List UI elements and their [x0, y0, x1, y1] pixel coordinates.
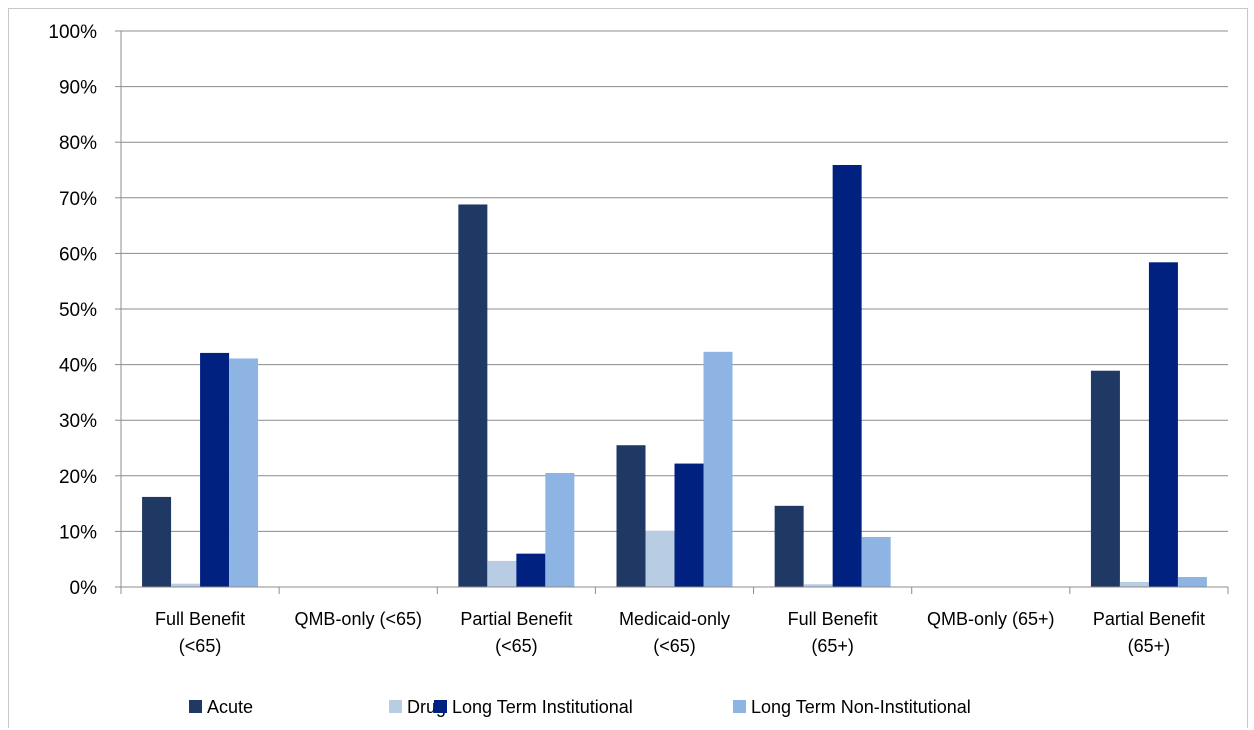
bar-drug	[803, 584, 833, 587]
bar-acute	[142, 496, 172, 587]
x-tick-label: Full Benefit (65+)	[788, 609, 878, 656]
y-axis-tick-labels: 0% 10% 20% 30% 40% 50% 60% 70% 80% 90% 100%	[48, 22, 97, 599]
y-tick-label: 10%	[59, 522, 97, 543]
legend-swatch	[434, 700, 447, 713]
x-tick-label: Full Benefit (<65)	[155, 609, 245, 656]
legend: Acute Drug Long Term Institutional Long Ter…	[189, 697, 971, 717]
legend-swatch	[389, 700, 402, 713]
bar-drug	[1119, 581, 1149, 587]
legend-label: Long Term Institutional	[452, 697, 633, 717]
y-tick-label: 20%	[59, 467, 97, 488]
y-tick-label: 0%	[70, 578, 98, 599]
bar-long-term-institutional	[200, 352, 230, 587]
bar-acute	[774, 505, 804, 587]
bar-acute	[458, 204, 488, 588]
axes	[120, 31, 1229, 594]
x-tick-label: Partial Benefit (<65)	[460, 609, 572, 656]
bar-long-term-non-institutional	[545, 473, 575, 587]
bar-long-term-non-institutional	[1177, 576, 1207, 587]
bar-drug	[171, 583, 201, 587]
bar-long-term-institutional	[516, 553, 546, 587]
x-axis-tick-labels: Full Benefit (<65) QMB-only (<65) Partial B…	[155, 609, 1205, 656]
bar-long-term-institutional	[832, 164, 862, 587]
y-tick-label: 100%	[48, 22, 97, 43]
x-tick-label: Partial Benefit (65+)	[1093, 609, 1205, 656]
bar-acute	[616, 445, 646, 587]
gridlines	[115, 30, 1228, 588]
legend-swatch	[189, 700, 202, 713]
bar-acute	[1090, 370, 1120, 587]
y-tick-label: 60%	[59, 244, 97, 265]
bar-long-term-non-institutional	[229, 358, 259, 587]
legend-label: Acute	[207, 697, 253, 717]
bar-long-term-institutional	[674, 463, 704, 587]
legend-label: Long Term Non-Institutional	[751, 697, 971, 717]
y-tick-label: 40%	[59, 356, 97, 377]
bar-long-term-non-institutional	[703, 351, 733, 587]
bar-drug	[645, 530, 675, 587]
bar-long-term-institutional	[1148, 262, 1178, 587]
y-tick-label: 50%	[59, 300, 97, 321]
x-tick-label: QMB-only (65+)	[927, 609, 1055, 629]
y-tick-label: 70%	[59, 189, 97, 210]
y-tick-label: 90%	[59, 78, 97, 99]
legend-swatch	[733, 700, 746, 713]
y-tick-label: 30%	[59, 411, 97, 432]
y-tick-label: 80%	[59, 133, 97, 154]
bar-drug	[487, 560, 517, 587]
chart-frame	[8, 8, 1248, 728]
bars	[142, 164, 1207, 588]
bar-long-term-non-institutional	[861, 536, 891, 587]
x-tick-label: Medicaid-only (<65)	[619, 609, 730, 656]
x-tick-label: QMB-only (<65)	[294, 609, 422, 629]
